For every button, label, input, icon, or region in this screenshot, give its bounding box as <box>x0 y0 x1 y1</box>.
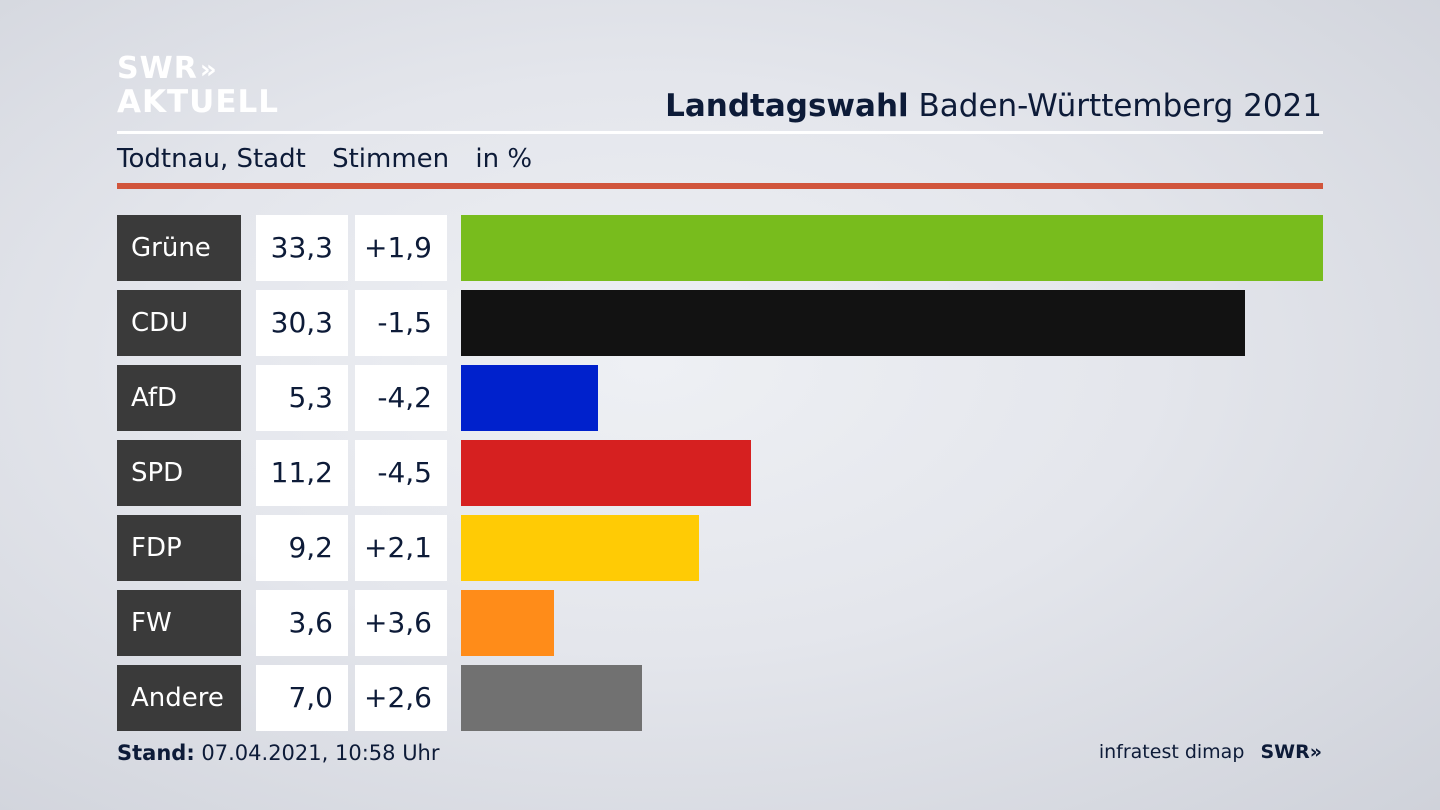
vote-change-value: -4,2 <box>355 365 447 431</box>
party-label: CDU <box>117 290 241 356</box>
footer-chevron-icon: » <box>1309 741 1322 763</box>
timestamp: Stand: 07.04.2021, 10:58 Uhr <box>117 741 440 765</box>
vote-share-value: 5,3 <box>256 365 348 431</box>
stand-value: 07.04.2021, 10:58 Uhr <box>201 741 440 765</box>
vote-share-value: 3,6 <box>256 590 348 656</box>
title-bold: Landtagswahl <box>665 88 909 124</box>
party-label: FW <box>117 590 241 656</box>
vote-share-value: 7,0 <box>256 665 348 731</box>
accent-divider <box>117 183 1323 189</box>
result-bar <box>461 290 1245 356</box>
subheader-measure: Stimmen <box>332 144 450 174</box>
vote-share-value: 11,2 <box>256 440 348 506</box>
result-bar <box>461 515 699 581</box>
source-text: infratest dimap <box>1098 741 1245 763</box>
party-label: AfD <box>117 365 241 431</box>
header-divider <box>117 131 1323 134</box>
logo-swr-text: SWR <box>117 51 198 86</box>
subheader: Todtnau, Stadt Stimmen in % <box>117 144 550 174</box>
party-label: Andere <box>117 665 241 731</box>
result-bar <box>461 365 598 431</box>
vote-change-value: -4,5 <box>355 440 447 506</box>
subheader-place: Todtnau, Stadt <box>117 144 306 174</box>
swr-aktuell-logo: SWR» AKTUELL <box>117 54 279 118</box>
source-credit: infratest dimap SWR» <box>1099 741 1322 763</box>
title-rest: Baden-Württemberg 2021 <box>918 88 1322 124</box>
vote-change-value: +2,6 <box>355 665 447 731</box>
party-label: FDP <box>117 515 241 581</box>
page-title: Landtagswahl Baden-Württemberg 2021 <box>665 88 1322 124</box>
vote-share-value: 33,3 <box>256 215 348 281</box>
vote-share-value: 30,3 <box>256 290 348 356</box>
footer-brand-text: SWR <box>1260 741 1310 763</box>
vote-change-value: -1,5 <box>355 290 447 356</box>
party-label: SPD <box>117 440 241 506</box>
vote-share-value: 9,2 <box>256 515 348 581</box>
result-bar <box>461 665 642 731</box>
swr-footer-logo: SWR» <box>1260 741 1322 763</box>
result-bar <box>461 440 751 506</box>
logo-aktuell-text: AKTUELL <box>117 84 280 120</box>
result-bar <box>461 590 554 656</box>
party-label: Grüne <box>117 215 241 281</box>
vote-change-value: +3,6 <box>355 590 447 656</box>
logo-chevron-icon: » <box>199 55 217 85</box>
vote-change-value: +2,1 <box>355 515 447 581</box>
vote-change-value: +1,9 <box>355 215 447 281</box>
subheader-unit: in % <box>475 144 533 174</box>
result-bar <box>461 215 1323 281</box>
stand-label: Stand: <box>117 741 195 765</box>
